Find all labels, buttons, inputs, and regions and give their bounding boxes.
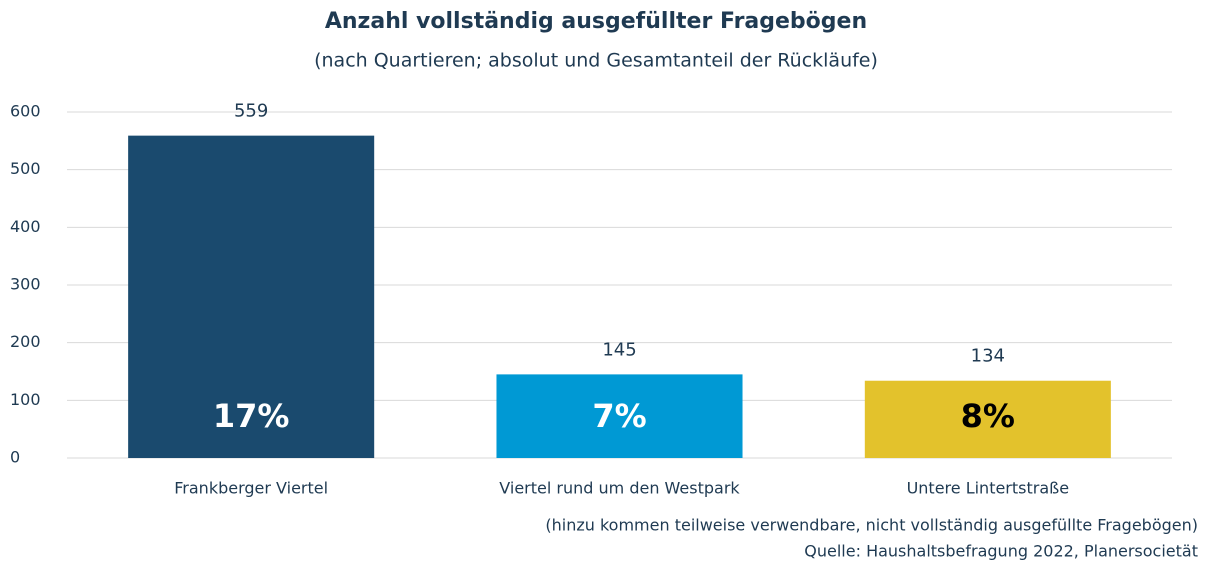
value-label: 145 [602,339,636,360]
chart-title: Anzahl vollständig ausgefüllter Fragebög… [325,9,867,34]
bar [496,374,743,458]
x-tick-label: Untere Lintertstraße [907,479,1070,498]
y-tick-label: 500 [10,159,41,178]
value-label: 134 [971,346,1005,367]
y-tick-label: 600 [10,102,41,121]
x-tick-label: Viertel rund um den Westpark [499,479,740,498]
bar-annotation: 8% [961,397,1015,435]
x-tick-label: Frankberger Viertel [174,479,328,498]
y-tick-label: 100 [10,390,41,409]
source: Quelle: Haushaltsbefragung 2022, Planers… [804,542,1198,561]
bar [128,135,375,459]
y-tick-label: 300 [10,275,41,294]
value-label: 559 [234,101,268,122]
bar-annotation: 7% [592,397,646,435]
chart-subtitle: (nach Quartieren; absolut und Gesamtante… [314,50,878,72]
note: (hinzu kommen teilweise verwendbare, nic… [545,516,1198,535]
y-tick-label: 200 [10,332,41,351]
y-tick-label: 400 [10,217,41,236]
y-tick-label: 0 [10,448,20,467]
bar [864,380,1111,458]
bar-annotation: 17% [213,397,290,435]
